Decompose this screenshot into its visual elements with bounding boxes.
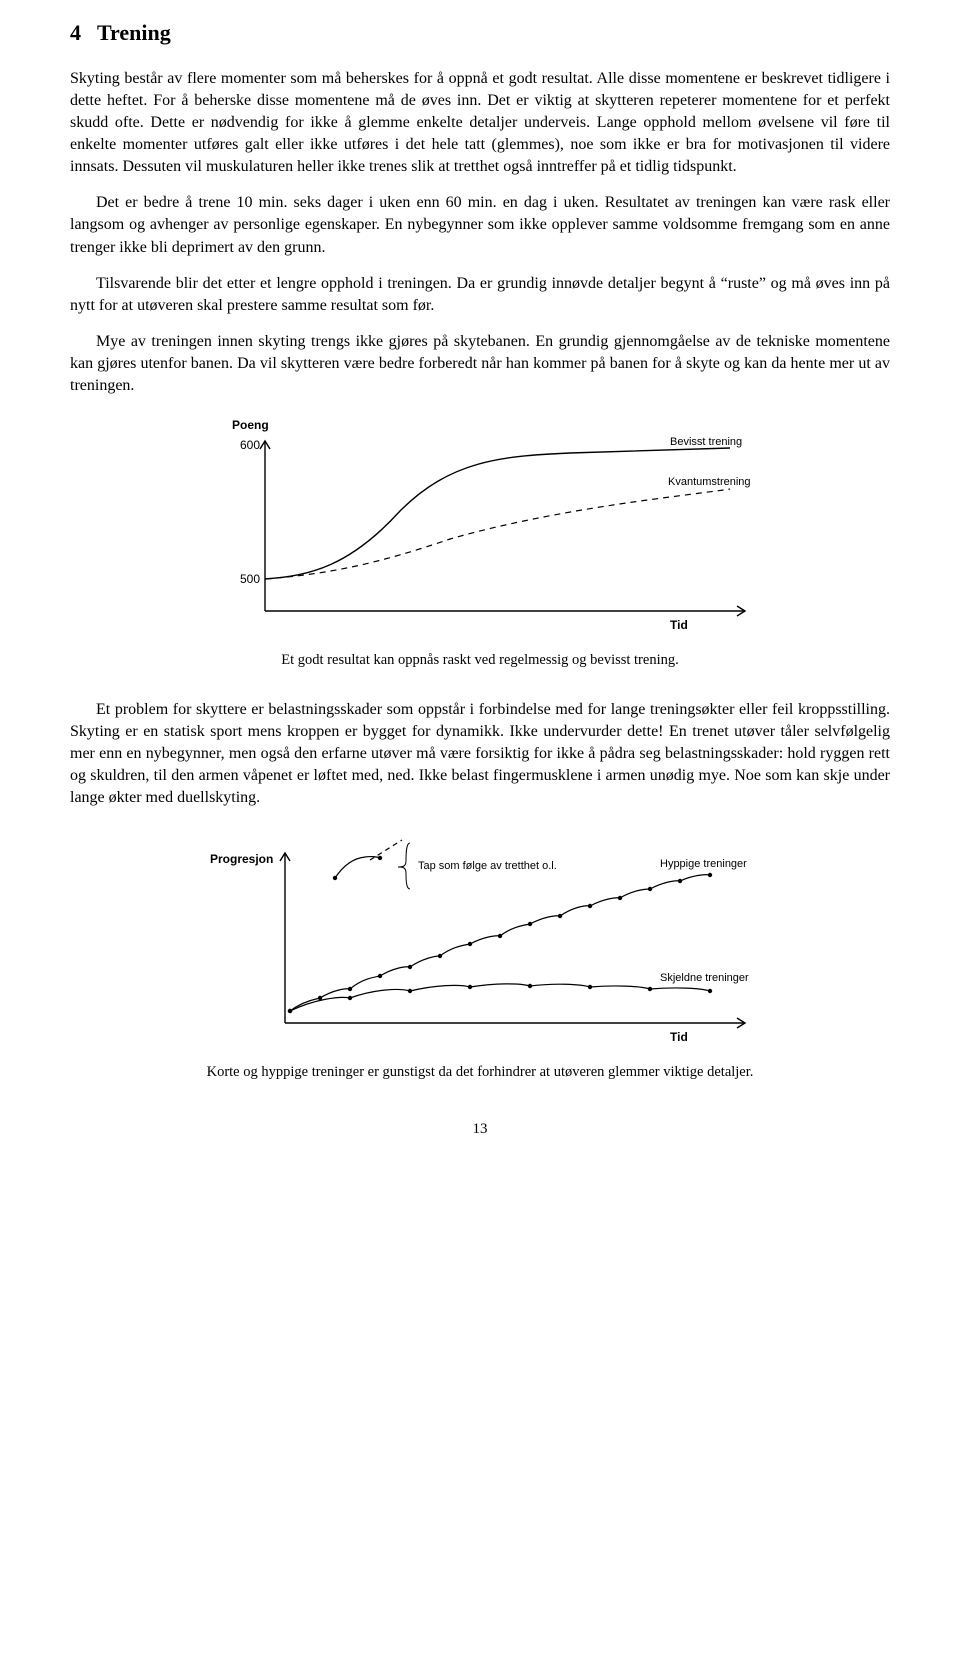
chart2-marker	[528, 984, 532, 988]
paragraph-5: Et problem for skyttere er belastningssk…	[70, 699, 890, 809]
chart2-marker	[333, 876, 337, 880]
chart2-marker	[348, 996, 352, 1000]
section-heading: 4 Trening	[70, 20, 890, 46]
caption-2: Korte og hyppige treninger er gunstigst …	[70, 1064, 890, 1081]
chart-2: Progresjon Tap som følge av tretthet o.l…	[170, 823, 790, 1058]
paragraph-4: Mye av treningen innen skyting trengs ik…	[70, 331, 890, 397]
chart2-label-skjeldne: Skjeldne treninger	[660, 972, 749, 984]
chart2-series-hyppige	[290, 875, 710, 1011]
chart-1: Poeng 600 500 Bevisst trening Kvantumstr…	[170, 411, 790, 646]
chart2-marker	[708, 989, 712, 993]
chart1-ytick-600: 600	[240, 438, 260, 452]
chart1-label-kvantum: Kvantumstrening	[668, 476, 751, 488]
chart2-marker	[468, 942, 472, 946]
chart2-inset-solid	[335, 857, 380, 878]
chart1-label-bevisst: Bevisst trening	[670, 436, 742, 448]
chart2-inset-points	[333, 856, 382, 880]
chart2-marker	[588, 985, 592, 989]
chart1-xlabel: Tid	[670, 618, 688, 632]
chart2-marker	[378, 974, 382, 978]
chart2-marker	[528, 922, 532, 926]
chart2-upper-points	[288, 873, 712, 1013]
chart2-marker	[348, 987, 352, 991]
paragraph-3: Tilsvarende blir det etter et lengre opp…	[70, 273, 890, 317]
section-title: Trening	[97, 20, 171, 45]
chart2-marker	[558, 914, 562, 918]
chart2-marker	[498, 934, 502, 938]
chart2-series-skjeldne	[290, 984, 710, 1011]
chart2-ylabel: Progresjon	[210, 852, 273, 866]
chart2-label-hyppige: Hyppige treninger	[660, 858, 747, 870]
chart1-ytick-500: 500	[240, 572, 260, 586]
chart2-marker	[408, 965, 412, 969]
chart2-marker	[678, 879, 682, 883]
caption-1: Et godt resultat kan oppnås raskt ved re…	[70, 652, 890, 669]
chart2-inset-label: Tap som følge av tretthet o.l.	[418, 860, 557, 872]
chart2-marker	[648, 987, 652, 991]
chart1-ylabel: Poeng	[232, 418, 269, 432]
chart2-marker	[648, 887, 652, 891]
section-number: 4	[70, 20, 81, 46]
chart-1-svg: Poeng 600 500 Bevisst trening Kvantumstr…	[170, 411, 790, 641]
chart2-marker	[408, 989, 412, 993]
chart2-marker	[288, 1009, 292, 1013]
chart2-marker	[588, 904, 592, 908]
chart2-inset-brace	[398, 843, 410, 889]
page: 4 Trening Skyting består av flere momente…	[0, 0, 960, 1168]
chart2-marker	[468, 985, 472, 989]
paragraph-2: Det er bedre å trene 10 min. seks dager …	[70, 192, 890, 258]
chart2-marker	[618, 896, 622, 900]
chart2-xlabel: Tid	[670, 1030, 688, 1044]
chart1-series-kvantum	[265, 489, 730, 579]
chart2-marker	[708, 873, 712, 877]
chart2-marker	[378, 856, 382, 860]
paragraph-1: Skyting består av flere momenter som må …	[70, 68, 890, 178]
chart1-series-bevisst	[265, 448, 730, 579]
page-number: 13	[70, 1121, 890, 1138]
chart2-marker	[438, 954, 442, 958]
chart-2-svg: Progresjon Tap som følge av tretthet o.l…	[170, 823, 790, 1053]
